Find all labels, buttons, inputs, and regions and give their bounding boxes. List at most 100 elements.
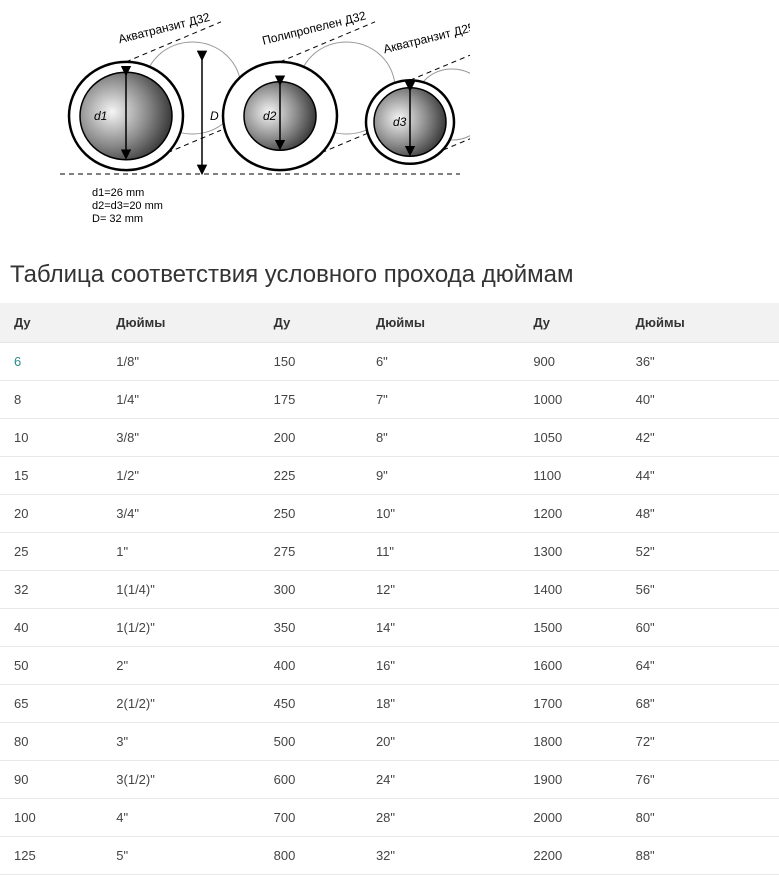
table-cell: 14" xyxy=(362,609,519,647)
table-heading: Таблица соответствия условного прохода д… xyxy=(10,261,779,289)
table-row: 1255"80032"220088" xyxy=(0,837,779,875)
table-row: 251"27511"130052" xyxy=(0,533,779,571)
table-row: 652(1/2)"45018"170068" xyxy=(0,685,779,723)
table-row: 81/4"1757"100040" xyxy=(0,381,779,419)
table-cell: 80" xyxy=(622,799,779,837)
table-cell: 1/8" xyxy=(102,343,259,381)
table-cell: 225 xyxy=(260,457,362,495)
table-cell: 450 xyxy=(260,685,362,723)
table-cell: 10" xyxy=(362,495,519,533)
table-cell: 2000 xyxy=(519,799,621,837)
table-cell: 40 xyxy=(0,609,102,647)
svg-text:d2: d2 xyxy=(263,109,277,123)
svg-text:d1: d1 xyxy=(94,109,107,123)
table-cell: 1100 xyxy=(519,457,621,495)
table-row: 502"40016"160064" xyxy=(0,647,779,685)
svg-text:d1=26 mm: d1=26 mm xyxy=(92,187,144,199)
table-cell: 1000 xyxy=(519,381,621,419)
table-cell: 52" xyxy=(622,533,779,571)
table-cell: 40" xyxy=(622,381,779,419)
table-cell: 72" xyxy=(622,723,779,761)
table-cell: 6" xyxy=(362,343,519,381)
table-cell: 32 xyxy=(0,571,102,609)
table-cell: 1300 xyxy=(519,533,621,571)
table-row: 903(1/2)"60024"190076" xyxy=(0,761,779,799)
table-cell: 3(1/2)" xyxy=(102,761,259,799)
table-cell: 4" xyxy=(102,799,259,837)
table-cell: 3/4" xyxy=(102,495,259,533)
table-cell: 175 xyxy=(260,381,362,419)
table-cell: 2(1/2)" xyxy=(102,685,259,723)
table-row: 151/2"2259"110044" xyxy=(0,457,779,495)
table-cell: 48" xyxy=(622,495,779,533)
table-cell: 150 xyxy=(260,343,362,381)
table-cell: 1700 xyxy=(519,685,621,723)
table-cell: 2" xyxy=(102,647,259,685)
table-header-cell: Дюймы xyxy=(102,303,259,343)
table-cell: 64" xyxy=(622,647,779,685)
table-cell: 2200 xyxy=(519,837,621,875)
svg-text:Акватранзит Д25: Акватранзит Д25 xyxy=(382,20,470,56)
table-row: 61/8"1506"90036" xyxy=(0,343,779,381)
table-cell: 1500 xyxy=(519,609,621,647)
table-cell: 700 xyxy=(260,799,362,837)
table-cell: 3/8" xyxy=(102,419,259,457)
table-row: 803"50020"180072" xyxy=(0,723,779,761)
table-cell: 5" xyxy=(102,837,259,875)
table-cell: 1400 xyxy=(519,571,621,609)
table-cell: 88" xyxy=(622,837,779,875)
table-cell: 9" xyxy=(362,457,519,495)
table-cell: 1" xyxy=(102,533,259,571)
table-cell: 12" xyxy=(362,571,519,609)
table-cell: 90 xyxy=(0,761,102,799)
table-cell: 1900 xyxy=(519,761,621,799)
table-cell: 1(1/4)" xyxy=(102,571,259,609)
pipe-diagram: d1Акватранзит Д32d2Полипропелен Д32d3Акв… xyxy=(0,0,779,247)
table-cell: 600 xyxy=(260,761,362,799)
table-cell: 1600 xyxy=(519,647,621,685)
table-cell: 1/4" xyxy=(102,381,259,419)
table-cell: 32" xyxy=(362,837,519,875)
table-header-cell: Дюймы xyxy=(622,303,779,343)
svg-text:Акватранзит Д32: Акватранзит Д32 xyxy=(117,10,212,46)
table-row: 401(1/2)"35014"150060" xyxy=(0,609,779,647)
table-cell: 1050 xyxy=(519,419,621,457)
table-cell: 8" xyxy=(362,419,519,457)
pipe-diagram-svg: d1Акватранзит Д32d2Полипропелен Д32d3Акв… xyxy=(30,4,470,234)
table-cell: 76" xyxy=(622,761,779,799)
table-cell: 68" xyxy=(622,685,779,723)
table-cell: 800 xyxy=(260,837,362,875)
table-cell: 1(1/2)" xyxy=(102,609,259,647)
table-cell: 500 xyxy=(260,723,362,761)
table-cell: 25 xyxy=(0,533,102,571)
correspondence-table: ДуДюймыДуДюймыДуДюймы 61/8"1506"90036"81… xyxy=(0,303,779,875)
table-cell: 1/2" xyxy=(102,457,259,495)
table-header: ДуДюймыДуДюймыДуДюймы xyxy=(0,303,779,343)
table-header-cell: Дюймы xyxy=(362,303,519,343)
table-cell: 20" xyxy=(362,723,519,761)
svg-text:d3: d3 xyxy=(393,115,407,129)
table-cell: 300 xyxy=(260,571,362,609)
table-row: 321(1/4)"30012"140056" xyxy=(0,571,779,609)
table-cell: 36" xyxy=(622,343,779,381)
table-cell: 350 xyxy=(260,609,362,647)
table-cell: 125 xyxy=(0,837,102,875)
table-row: 203/4"25010"120048" xyxy=(0,495,779,533)
table-cell: 42" xyxy=(622,419,779,457)
table-cell: 100 xyxy=(0,799,102,837)
table-cell: 3" xyxy=(102,723,259,761)
svg-text:D= 32 mm: D= 32 mm xyxy=(92,213,143,225)
table-cell: 65 xyxy=(0,685,102,723)
table-row: 1004"70028"200080" xyxy=(0,799,779,837)
svg-text:d2=d3=20 mm: d2=d3=20 mm xyxy=(92,200,163,212)
table-cell: 6 xyxy=(0,343,102,381)
table-body: 61/8"1506"90036"81/4"1757"100040"103/8"2… xyxy=(0,343,779,875)
table-cell: 24" xyxy=(362,761,519,799)
table-cell: 275 xyxy=(260,533,362,571)
table-cell: 16" xyxy=(362,647,519,685)
table-cell: 7" xyxy=(362,381,519,419)
table-cell: 18" xyxy=(362,685,519,723)
table-cell: 44" xyxy=(622,457,779,495)
table-cell: 900 xyxy=(519,343,621,381)
table-cell: 50 xyxy=(0,647,102,685)
